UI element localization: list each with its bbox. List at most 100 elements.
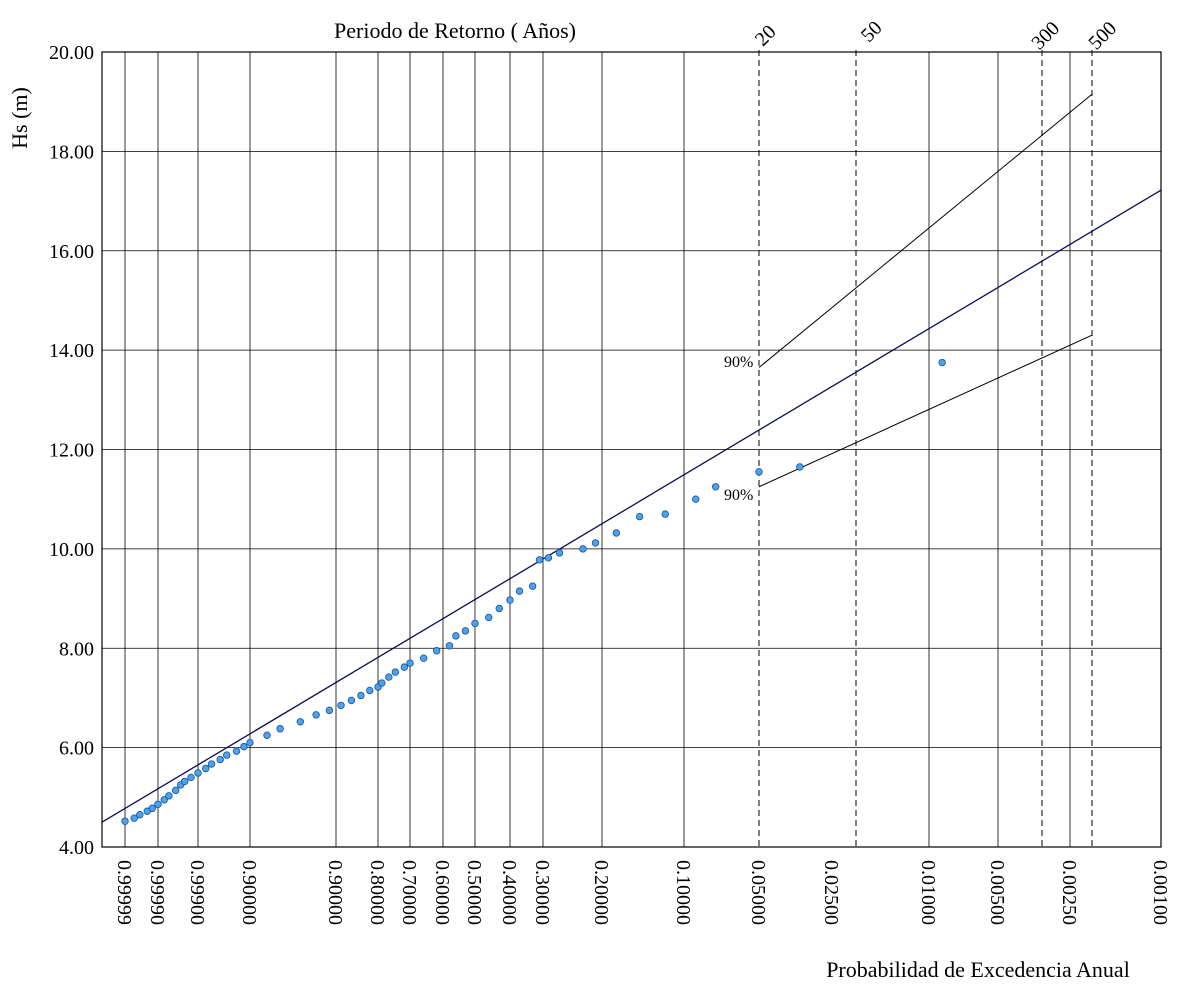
x-tick-label: 0.30000 [531,860,553,925]
data-point [136,811,144,819]
data-point [154,800,162,808]
data-point [555,549,564,557]
data-point [325,706,334,715]
data-point [240,742,248,751]
x-tick-label: 0.99999 [113,860,135,925]
data-point [796,463,804,471]
data-point [148,804,157,812]
data-point [612,529,621,537]
data-point [202,764,210,773]
fit-line [101,189,1162,823]
data-point [400,663,409,671]
x-tick-label: 0.20000 [590,860,612,925]
confidence-upper-line [758,93,1093,368]
x-tick-label: 0.90000 [324,860,346,925]
data-point [711,483,720,491]
x-axis-label: Probabilidad de Excedencia Anual [826,957,1130,982]
y-tick-label: 20.00 [49,42,94,64]
data-point [165,792,173,800]
x-tick-label: 0.05000 [747,860,769,925]
confidence-label-upper: 90% [724,354,753,371]
x-tick-label: 0.00250 [1058,860,1080,925]
data-point [471,619,479,628]
x-tick-label: 0.02500 [820,860,842,925]
y-tick-label: 6.00 [59,738,94,760]
data-point [692,495,700,503]
x-tick-label: 0.99990 [146,860,168,925]
y-tick-label: 10.00 [49,539,94,561]
data-point [452,632,460,640]
y-tick-label: 8.00 [59,638,94,660]
data-point [385,673,393,681]
data-point [495,604,503,613]
data-point [357,691,365,700]
y-axis-label: Hs (m) [7,87,32,149]
y-tick-label: 16.00 [49,241,94,263]
data-point [591,539,600,547]
data-point [121,817,129,825]
x-tick-label: 0.10000 [672,860,694,925]
y-axis-ticks: 4.00 6.00 8.00 10.00 12.00 14.00 16.00 18.00 20.… [49,42,94,859]
y-tick-label: 14.00 [49,340,94,362]
data-point [207,760,216,768]
data-point [419,654,428,662]
data-point [378,679,386,687]
data-point [535,556,544,564]
data-point [194,769,202,777]
data-point [296,718,305,726]
data-point [755,468,763,476]
data-point [246,738,254,747]
y-tick-label: 12.00 [49,440,94,462]
x-tick-label: 0.90000 [238,860,260,925]
data-point [528,582,537,590]
data-point [635,512,644,521]
data-point [232,747,241,755]
data-point [171,786,180,795]
confidence-bands [758,93,1093,488]
data-point [312,711,320,719]
data-points [121,358,946,825]
plot-frame [101,51,1162,848]
fit-line-group [101,189,1162,823]
x-tick-label: 0.00100 [1149,860,1171,925]
data-point [216,755,224,764]
data-point [160,796,168,804]
data-point [485,613,493,622]
data-point [337,701,345,710]
data-point [391,668,400,676]
x-tick-label: 0.60000 [431,860,453,925]
x-tick-label: 0.70000 [398,860,420,925]
data-point [544,554,553,562]
x-tick-label: 0.40000 [498,860,520,925]
y-tick-label: 18.00 [49,141,94,163]
data-point [406,659,414,667]
confidence-label-lower: 90% [724,487,753,504]
grid-lines [102,50,1161,848]
data-point [515,587,524,595]
confidence-lower-line [758,334,1093,488]
data-point [130,814,138,822]
data-point [445,642,454,650]
data-point [432,647,441,655]
data-point [579,545,587,553]
data-point [461,627,470,635]
data-point [347,696,356,705]
x-tick-label: 0.00500 [986,860,1008,925]
x-tick-label: 0.50000 [463,860,485,925]
data-point [223,751,231,759]
x-axis-ticks: 0.99999 0.99990 0.99900 0.90000 0.90000 0.800… [113,860,1171,925]
x-tick-label: 0.01000 [917,860,939,925]
x-tick-label: 0.99900 [186,860,208,925]
data-point [366,686,374,695]
data-point [187,773,195,782]
data-point [263,731,271,739]
y-tick-label: 4.00 [59,837,94,859]
data-point [938,358,946,367]
x-tick-label: 0.80000 [366,860,388,925]
data-point [506,596,514,604]
data-point [276,725,284,733]
data-point [661,510,669,518]
data-point [181,777,189,786]
